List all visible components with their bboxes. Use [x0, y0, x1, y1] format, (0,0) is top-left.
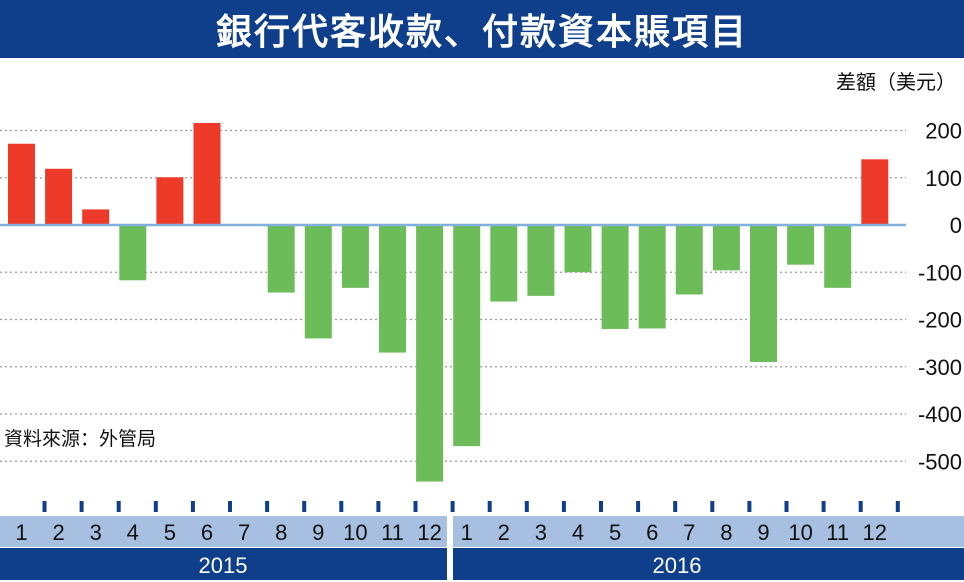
x-tick-mark [339, 501, 344, 512]
x-tick-label: 6 [201, 520, 213, 545]
x-tick-mark [747, 501, 752, 512]
bar [861, 159, 889, 225]
bar [119, 225, 147, 281]
bar [675, 225, 703, 295]
bar [416, 225, 444, 482]
x-tick-mark [153, 501, 158, 512]
x-tick-mark [895, 501, 900, 512]
bar [750, 225, 777, 363]
x-tick-mark [673, 501, 678, 512]
bar [304, 225, 332, 339]
x-tick-mark [858, 501, 863, 512]
x-tick-label: 5 [164, 520, 176, 545]
x-tick-label: 6 [646, 520, 658, 545]
bar [564, 225, 592, 273]
y-tick-label: 100 [925, 166, 962, 191]
bar [527, 225, 555, 296]
x-tick-mark [487, 501, 492, 512]
x-tick-mark [265, 501, 270, 512]
title-bar: 銀行代客收款、付款資本賬項目 [0, 0, 964, 58]
x-tick-mark [190, 501, 195, 512]
bar [193, 122, 221, 225]
bar [156, 177, 184, 225]
year-divider [447, 514, 453, 582]
bar [82, 209, 110, 225]
bar [601, 225, 629, 329]
gridlines [0, 129, 906, 462]
y-tick-labels: 200 100 0 -100 -200 -300 -400 -500 [918, 119, 962, 475]
x-tick-label: 5 [609, 520, 621, 545]
x-tick-label: 4 [127, 520, 139, 545]
y-tick-label: -500 [918, 449, 962, 474]
year-axis-band [0, 548, 964, 580]
year-label: 2016 [653, 553, 702, 578]
x-tick-mark [450, 501, 455, 512]
x-tick-mark [116, 501, 121, 512]
y-tick-label: 200 [925, 119, 962, 144]
bar [267, 225, 295, 293]
x-tick-mark [636, 501, 641, 512]
bar [45, 168, 73, 225]
x-tick-label: 2 [498, 520, 510, 545]
x-tick-label: 8 [720, 520, 732, 545]
bars [8, 122, 889, 482]
x-tick-mark [710, 501, 715, 512]
y-axis-unit-label: 差額（美元） [836, 70, 956, 94]
x-tick-label: 12 [863, 520, 887, 545]
x-tick-mark [599, 501, 603, 512]
month-axis-band [0, 516, 964, 547]
x-tick-mark [42, 501, 47, 512]
bar [712, 225, 740, 271]
bar [490, 225, 518, 302]
x-tick-label: 3 [535, 520, 547, 545]
x-tick-label: 9 [757, 520, 769, 545]
bar [453, 225, 481, 447]
x-tick-label: 1 [461, 520, 473, 545]
x-tick-mark [228, 501, 232, 512]
x-tick-label: 11 [381, 520, 404, 545]
bar [824, 225, 852, 288]
x-tick-label: 1 [15, 520, 27, 545]
x-tick-label: 10 [343, 520, 367, 545]
bar [341, 225, 369, 288]
x-tick-mark [376, 501, 381, 512]
chart-title: 銀行代客收款、付款資本賬項目 [215, 12, 748, 53]
year-label: 2015 [199, 553, 248, 578]
x-tick-mark [79, 501, 84, 512]
source-label: 資料來源：外管局 [4, 428, 157, 450]
bar [638, 225, 666, 329]
bar [8, 143, 35, 225]
y-tick-label: 0 [950, 213, 962, 238]
y-tick-label: -200 [918, 308, 962, 333]
x-tick-mark [413, 501, 418, 512]
y-tick-label: -100 [918, 260, 962, 285]
x-tick-label: 3 [90, 520, 102, 545]
x-tick-mark [821, 501, 826, 512]
x-tick-mark [561, 501, 566, 512]
x-tick-label: 7 [683, 520, 695, 545]
y-tick-label: -300 [918, 355, 962, 380]
bar [787, 225, 815, 265]
x-tick-label: 9 [312, 520, 324, 545]
x-tick-label: 12 [417, 520, 441, 545]
x-tick-label: 8 [275, 520, 287, 545]
y-tick-label: -400 [918, 402, 962, 427]
x-tick-label: 2 [52, 520, 64, 545]
bar [379, 225, 406, 353]
x-tick-label: 7 [238, 520, 250, 545]
x-tick-mark [302, 501, 307, 512]
x-tick-label: 4 [572, 520, 584, 545]
x-tick-label: 11 [826, 520, 849, 545]
x-tick-label: 10 [788, 520, 812, 545]
x-tick-mark [524, 501, 529, 512]
x-tick-mark [784, 501, 789, 512]
